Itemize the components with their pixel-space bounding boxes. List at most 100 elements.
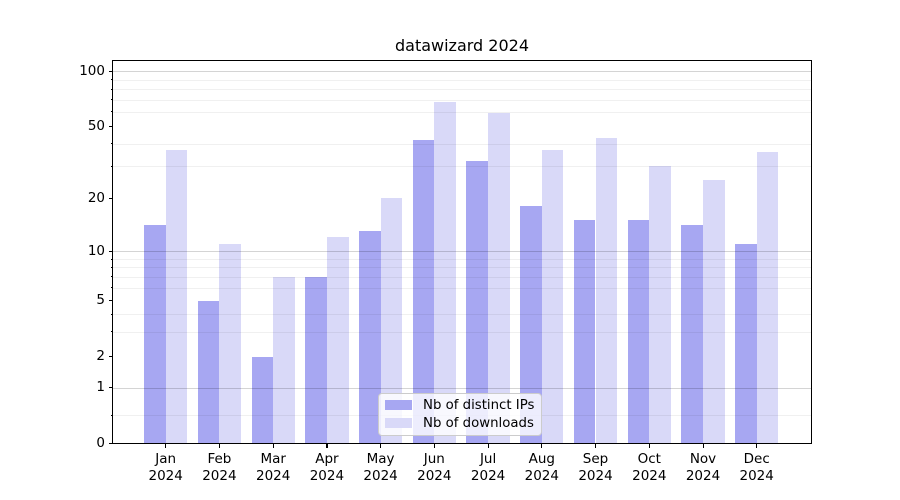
x-tick [326,443,328,448]
x-tick-label-line: Feb [207,451,232,467]
x-tick-label-line: May [366,451,395,467]
x-tick [272,443,274,448]
x-tick-label: Aug 2024 [506,451,578,484]
y-tick [108,387,113,389]
y-tick-label: 2 [96,348,105,365]
bar-distinct-ips [251,356,274,444]
bar-distinct-ips [466,161,489,444]
y-tick-label: 1 [96,379,105,396]
x-tick-label-line: 2024 [363,467,398,484]
bar-downloads [756,151,779,444]
x-tick-label-line: 2024 [148,467,183,484]
y-tick [108,70,113,72]
y-tick-minor [110,88,113,90]
x-tick-label-line: 2024 [685,467,721,484]
x-tick-label: Apr 2024 [291,451,363,484]
bar-downloads [273,276,295,444]
y-tick [108,356,113,358]
y-tick-minor [110,415,113,416]
legend-swatch-downloads [385,417,412,429]
x-tick [433,443,435,448]
x-tick-label: Jan 2024 [130,451,202,484]
x-tick-label-line: 2024 [739,467,774,484]
x-tick [702,443,704,448]
x-tick-label-line: 2024 [202,467,237,484]
bar-downloads [434,101,456,444]
chart-title: datawizard 2024 [394,36,530,55]
bar-downloads [649,166,671,444]
legend-entry-downloads: Nb of downloads [385,415,538,432]
y-tick-minor [110,79,113,81]
x-tick-label: Sep 2024 [560,451,632,484]
x-tick-label-line: 2024 [470,467,506,484]
bar-distinct-ips [520,206,542,444]
y-tick-label: 5 [96,292,105,309]
x-tick-label-line: 2024 [309,467,345,484]
y-tick-minor [110,165,113,167]
x-tick-label: Jun 2024 [398,451,470,484]
y-tick [108,125,113,127]
x-tick-label-line: Oct [637,451,661,467]
y-tick-minor [110,143,113,145]
x-tick-label: Mar 2024 [237,451,309,484]
bar-downloads [219,244,242,444]
x-tick-label-line: Aug [528,451,555,467]
bar-distinct-ips [358,231,381,444]
bar-downloads [488,113,510,444]
x-tick [487,443,489,448]
y-tick-minor [110,276,113,278]
legend-label-distinct-ips: Nb of distinct IPs [423,397,535,413]
x-tick [218,443,221,448]
x-tick-label-line: 2024 [632,467,667,484]
bar-downloads [326,237,349,444]
y-tick-label: 20 [87,189,105,206]
y-tick [108,251,113,253]
y-tick-minor [110,258,113,260]
bar-downloads [595,138,618,444]
x-tick-label-line: 2024 [417,467,452,484]
bars-layer [113,61,811,444]
x-tick [165,443,167,448]
bar-downloads [165,149,188,444]
x-tick-label-line: Apr [315,451,339,467]
x-tick-label: Dec 2024 [721,451,793,484]
x-tick-label-line: Jul [479,451,497,467]
x-tick-label-line: Sep [582,451,609,467]
x-tick-label-line: Dec [743,451,770,467]
y-tick-minor [110,111,113,113]
y-tick-minor [110,266,113,268]
x-tick [756,443,758,448]
legend-entry-distinct-ips: Nb of distinct IPs [385,397,538,414]
y-tick-label: 10 [87,243,105,259]
x-tick-label-line: Nov [689,451,717,467]
bar-distinct-ips [627,220,650,444]
bar-downloads [380,197,403,444]
x-tick-label-line: Jan [155,451,177,467]
bar-distinct-ips [197,300,220,444]
bar-distinct-ips [412,139,435,444]
bar-distinct-ips [573,220,596,444]
bar-distinct-ips [681,225,703,444]
x-tick [541,443,543,448]
y-tick-minor [110,99,113,101]
legend-swatch-distinct-ips [385,399,412,411]
y-tick-label: 100 [79,62,105,79]
bar-distinct-ips [305,276,327,444]
bar-downloads [703,180,725,444]
x-tick [648,443,650,448]
bar-distinct-ips [735,244,757,444]
y-tick-minor [110,331,113,333]
x-tick [595,443,597,448]
y-tick [108,197,113,199]
x-tick-label: Feb 2024 [183,451,255,484]
bar-downloads [541,149,564,444]
x-tick-label: May 2024 [345,451,417,484]
x-tick-label-line: Mar [260,451,286,467]
y-tick-label: 50 [87,117,105,134]
x-tick-label-line: 2024 [524,467,559,484]
plot-area [112,60,812,445]
x-tick-label: Nov 2024 [667,451,739,484]
y-tick [108,442,113,444]
